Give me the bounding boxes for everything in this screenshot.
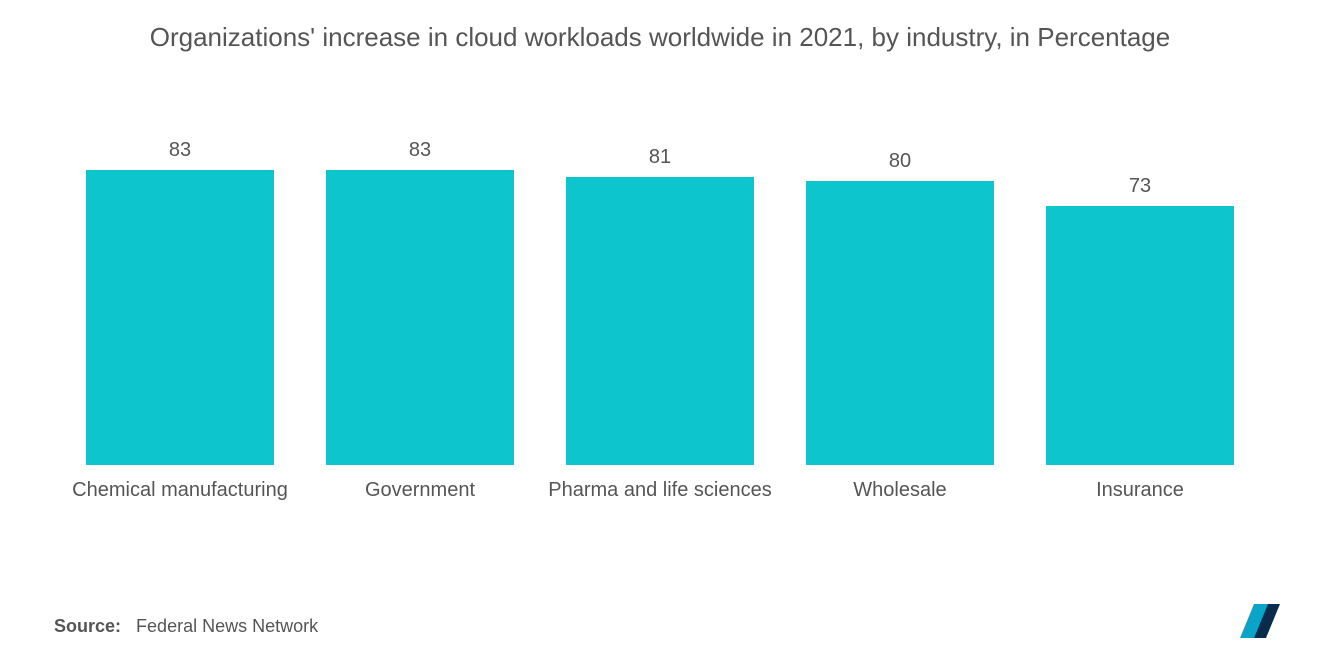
bar-slot: 83 Chemical manufacturing <box>60 110 300 465</box>
bar <box>86 170 273 465</box>
brand-logo-icon <box>1236 604 1290 643</box>
bar-slot: 80 Wholesale <box>780 110 1020 465</box>
bar-slot: 73 Insurance <box>1020 110 1260 465</box>
bar <box>806 181 993 465</box>
bar <box>1046 206 1233 465</box>
bar-value-label: 83 <box>409 139 431 162</box>
chart-title: Organizations' increase in cloud workloa… <box>0 22 1320 53</box>
bar-category-label: Wholesale <box>780 477 1020 504</box>
source-text: Federal News Network <box>136 616 318 636</box>
bar-category-label: Pharma and life sciences <box>540 477 780 504</box>
bar <box>566 177 753 465</box>
source-footer: Source: Federal News Network <box>54 616 318 637</box>
bar-category-label: Insurance <box>1020 477 1260 504</box>
bar-category-label: Chemical manufacturing <box>60 477 300 504</box>
bar-slot: 83 Government <box>300 110 540 465</box>
bar-category-label: Government <box>300 477 540 504</box>
source-label: Source: <box>54 616 121 636</box>
plot-area: 83 Chemical manufacturing 83 Government … <box>60 110 1260 465</box>
bar-value-label: 80 <box>889 150 911 173</box>
bar-value-label: 83 <box>169 139 191 162</box>
bar <box>326 170 513 465</box>
bar-value-label: 81 <box>649 146 671 169</box>
bar-value-label: 73 <box>1129 175 1151 198</box>
chart-container: Organizations' increase in cloud workloa… <box>0 0 1320 665</box>
bar-slot: 81 Pharma and life sciences <box>540 110 780 465</box>
